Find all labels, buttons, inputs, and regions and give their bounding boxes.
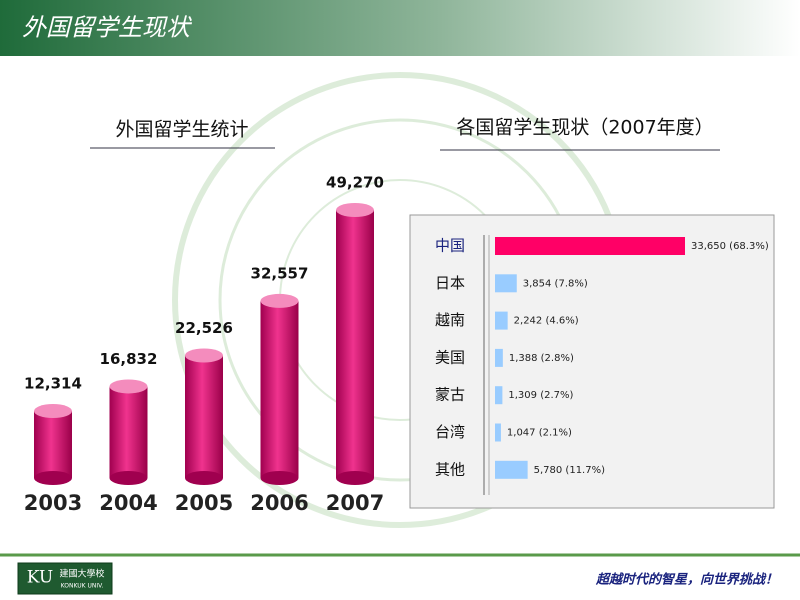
cylinder-base <box>34 471 72 485</box>
y-tick-label: 蒙古 <box>435 386 465 404</box>
cylinder-body <box>260 300 299 478</box>
value-label: 33,650 (68.3%) <box>691 241 769 252</box>
cylinder-body <box>336 210 374 478</box>
cylinder-body <box>34 411 72 478</box>
y-tick-label: 美国 <box>435 348 465 366</box>
x-tick-label: 2006 <box>250 491 308 515</box>
bar <box>495 274 517 293</box>
chart-title: 外国留学生统计 <box>115 119 248 141</box>
cylinder-base <box>336 471 374 485</box>
bar <box>495 386 503 405</box>
header-bar <box>0 0 800 56</box>
value-label: 2,242 (4.6%) <box>514 316 579 327</box>
x-tick-label: 2005 <box>175 491 233 515</box>
value-label: 5,780 (11.7%) <box>534 465 605 476</box>
bar <box>495 423 501 442</box>
value-label: 22,526 <box>175 319 233 337</box>
cylinder-top <box>336 203 374 217</box>
x-tick-label: 2004 <box>99 491 157 515</box>
cylinder-top <box>185 348 223 363</box>
y-tick-label: 越南 <box>435 311 465 329</box>
bar <box>495 311 508 330</box>
logo-mark: KU <box>27 568 53 588</box>
bar <box>495 348 503 367</box>
y-tick-label: 中国 <box>435 237 465 255</box>
y-tick-label: 其他 <box>435 460 465 478</box>
cylinder-top <box>260 293 299 308</box>
value-label: 49,270 <box>326 174 384 192</box>
cylinder-top <box>109 379 148 394</box>
x-tick-label: 2007 <box>326 491 384 515</box>
cylinder-base <box>109 471 148 485</box>
logo-name: 建國大學校 <box>59 568 104 580</box>
value-label: 1,388 (2.8%) <box>509 353 574 364</box>
bar <box>495 460 528 479</box>
value-label: 1,047 (2.1%) <box>507 428 572 439</box>
value-label: 1,309 (2.7%) <box>508 390 573 401</box>
logo-sub: KONKUK UNIV. <box>61 583 104 590</box>
cylinder-base <box>185 471 223 485</box>
y-tick-label: 日本 <box>435 274 465 292</box>
cylinder-top <box>34 404 72 419</box>
bar <box>495 237 685 255</box>
cylinder-base <box>260 471 299 485</box>
logo-box <box>17 562 113 595</box>
chart-panel <box>409 214 775 509</box>
x-tick-label: 2003 <box>24 491 82 515</box>
value-label: 12,314 <box>24 375 82 393</box>
chart-title: 各国留学生现状（2007年度） <box>456 117 713 139</box>
cylinder-body <box>109 386 148 478</box>
cylinder-body <box>185 355 223 478</box>
header-title: 外国留学生现状 <box>22 14 193 42</box>
footer-slogan: 超越时代的智星，向世界挑战！ <box>595 572 778 588</box>
value-label: 3,854 (7.8%) <box>523 278 588 289</box>
y-tick-label: 台湾 <box>435 423 465 441</box>
value-label: 16,832 <box>100 350 158 368</box>
value-label: 32,557 <box>251 264 309 282</box>
